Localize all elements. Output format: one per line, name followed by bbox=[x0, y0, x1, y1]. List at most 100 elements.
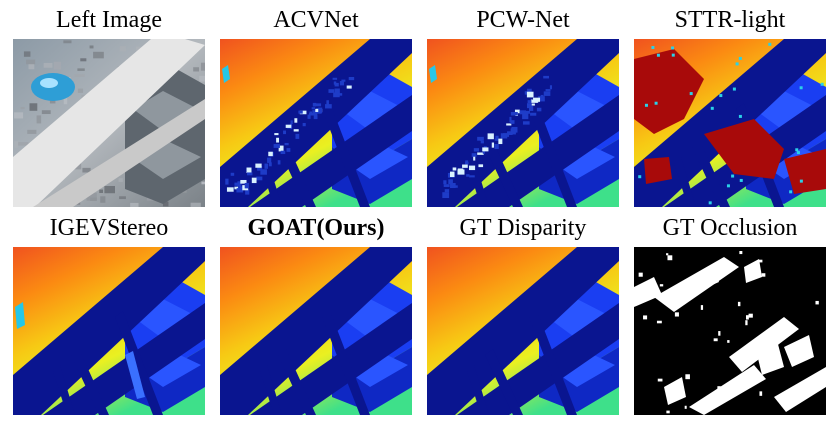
disparity-map bbox=[427, 39, 619, 207]
texture-patch bbox=[36, 115, 42, 124]
texture-patch bbox=[23, 51, 31, 57]
shelf-board bbox=[133, 91, 198, 131]
noise-speck bbox=[465, 160, 469, 165]
red-occlusion bbox=[704, 119, 784, 179]
noise-speck bbox=[491, 142, 495, 148]
occluded-region bbox=[694, 267, 719, 292]
noise-speck bbox=[545, 89, 551, 92]
lower-beam bbox=[250, 303, 412, 415]
noise-speck bbox=[309, 111, 313, 115]
noise-speck bbox=[307, 114, 311, 119]
post bbox=[71, 349, 109, 415]
noise-speck bbox=[457, 168, 464, 174]
texture-patch bbox=[162, 201, 169, 207]
noise-speck bbox=[495, 135, 499, 140]
texture-patch bbox=[118, 178, 123, 182]
panel-image bbox=[220, 39, 412, 207]
post bbox=[278, 141, 316, 207]
noise-speck bbox=[333, 92, 340, 98]
rgb-map bbox=[13, 39, 205, 207]
lower-beam bbox=[457, 95, 619, 207]
noise-speck bbox=[473, 156, 476, 161]
noise-speck bbox=[449, 171, 455, 178]
post bbox=[485, 349, 523, 415]
noise-speck bbox=[277, 160, 281, 165]
occluded-speck bbox=[761, 273, 766, 277]
noise-speck bbox=[480, 137, 483, 142]
noise-speck bbox=[538, 96, 545, 102]
noise-speck bbox=[326, 100, 329, 105]
noise-speck bbox=[480, 140, 484, 144]
texture-patch bbox=[53, 61, 62, 70]
red-occlusion bbox=[634, 49, 704, 134]
post bbox=[692, 141, 730, 207]
noise-speck bbox=[471, 153, 477, 157]
noise-speck bbox=[286, 148, 291, 152]
noise-speck bbox=[230, 172, 235, 176]
occluded-region bbox=[784, 335, 814, 367]
blue-object-highlight bbox=[40, 78, 58, 88]
noise-speck bbox=[295, 133, 300, 139]
post bbox=[529, 311, 577, 415]
red-occlusion bbox=[644, 157, 672, 184]
occluded-speck bbox=[737, 301, 741, 307]
noise-speck bbox=[522, 113, 529, 120]
post bbox=[53, 365, 75, 415]
noise-speck bbox=[285, 124, 292, 128]
texture-patch bbox=[74, 74, 85, 77]
noise-speck bbox=[274, 133, 279, 136]
texture-patch bbox=[63, 96, 68, 105]
noise-speck bbox=[768, 42, 772, 46]
noise-speck bbox=[708, 201, 712, 205]
texture-patch bbox=[100, 196, 106, 203]
noise-speck bbox=[125, 351, 145, 399]
disparity-map bbox=[220, 247, 412, 415]
disparity-map bbox=[634, 39, 826, 207]
noise-speck bbox=[644, 103, 648, 107]
noise-speck bbox=[236, 187, 244, 193]
panel-caption: GT Occlusion bbox=[662, 215, 798, 241]
post bbox=[674, 157, 696, 207]
panel-caption: STTR-light bbox=[674, 7, 786, 33]
noise-speck bbox=[222, 65, 230, 83]
red-occlusion bbox=[784, 149, 826, 194]
occluded-region bbox=[754, 329, 784, 375]
texture-patch bbox=[89, 45, 94, 49]
noise-speck bbox=[739, 178, 743, 182]
noise-speck bbox=[328, 89, 335, 93]
post bbox=[278, 349, 316, 415]
noise-speck bbox=[314, 103, 322, 107]
texture-patch bbox=[193, 67, 200, 72]
post bbox=[322, 103, 370, 207]
noise-speck bbox=[293, 129, 299, 132]
texture-patch bbox=[130, 202, 139, 207]
noise-speck bbox=[346, 85, 352, 89]
noise-speck bbox=[796, 151, 800, 155]
texture-patch bbox=[26, 59, 36, 65]
noise-speck bbox=[530, 112, 537, 116]
texture-patch bbox=[28, 63, 35, 70]
noise-speck bbox=[799, 86, 803, 90]
noise-speck bbox=[318, 107, 323, 113]
occluded-speck bbox=[758, 259, 763, 263]
lower-beam bbox=[250, 95, 412, 207]
noise-speck bbox=[240, 179, 247, 184]
noise-speck bbox=[444, 189, 450, 193]
noise-speck bbox=[726, 184, 730, 188]
occluded-speck bbox=[717, 386, 721, 390]
post bbox=[467, 365, 489, 415]
texture-patch bbox=[119, 196, 126, 200]
noise-speck bbox=[477, 152, 484, 155]
texture-patch bbox=[14, 141, 19, 148]
occluded-speck bbox=[745, 320, 748, 326]
noise-speck bbox=[338, 93, 343, 96]
noise-speck bbox=[494, 138, 499, 141]
texture-patch bbox=[14, 112, 24, 119]
noise-speck bbox=[443, 180, 447, 185]
noise-speck bbox=[462, 164, 468, 168]
noise-speck bbox=[312, 110, 318, 116]
noise-speck bbox=[245, 189, 250, 195]
panel-caption: IGEVStereo bbox=[49, 215, 169, 241]
panel-image bbox=[427, 247, 619, 415]
post bbox=[115, 311, 163, 415]
